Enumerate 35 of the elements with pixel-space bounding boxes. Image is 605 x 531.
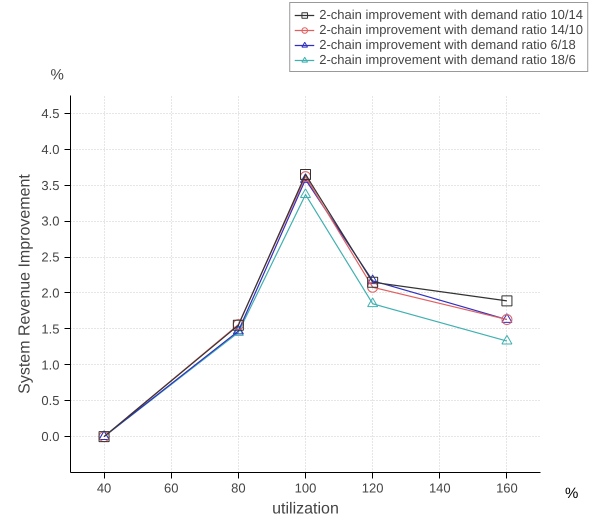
x-tick-label: 40 [96, 480, 112, 496]
text: % [565, 484, 578, 504]
text: % [50, 66, 64, 84]
point [501, 314, 512, 326]
point [501, 295, 512, 306]
x-tick-label: 120 [362, 480, 384, 496]
legend-label: 2-chain improvement with demand ratio 6/18 [319, 37, 576, 52]
x-tick-label: 140 [428, 480, 451, 496]
x-axis-title: utilization [272, 500, 339, 518]
point [367, 274, 378, 284]
x-tick-label: 60 [164, 480, 178, 496]
point [367, 282, 378, 293]
x-tick-label: 80 [231, 480, 246, 496]
y-axis-title: System Revenue Improvement [16, 174, 34, 394]
y-tick-label: 2.5 [41, 250, 60, 265]
legend-label: 2-chain improvement with demand ratio 14/10 [319, 22, 583, 37]
point [300, 168, 311, 180]
y-tick-label: 4.0 [41, 142, 60, 157]
point [367, 297, 378, 308]
legend-label: 2-chain improvement with demand ratio 10/14 [319, 7, 583, 22]
legend-label: 2-chain improvement with demand ratio 18/6 [319, 52, 576, 67]
point [501, 334, 512, 344]
y-tick-label: 3.5 [41, 178, 60, 193]
y-tick-label: 1.0 [41, 357, 60, 372]
point [501, 313, 512, 323]
y-tick-label: 1.5 [41, 321, 60, 336]
y-tick-label: 2.0 [41, 285, 60, 300]
y-tick-label: 0.0 [41, 429, 60, 444]
point [367, 276, 378, 288]
x-tick-label: 100 [294, 480, 316, 496]
point [300, 188, 311, 198]
x-tick-label: 160 [496, 480, 518, 496]
y-tick-label: 4.5 [41, 106, 60, 121]
y-tick-label: 3.0 [41, 214, 60, 229]
y-tick-label: 0.5 [41, 393, 60, 408]
